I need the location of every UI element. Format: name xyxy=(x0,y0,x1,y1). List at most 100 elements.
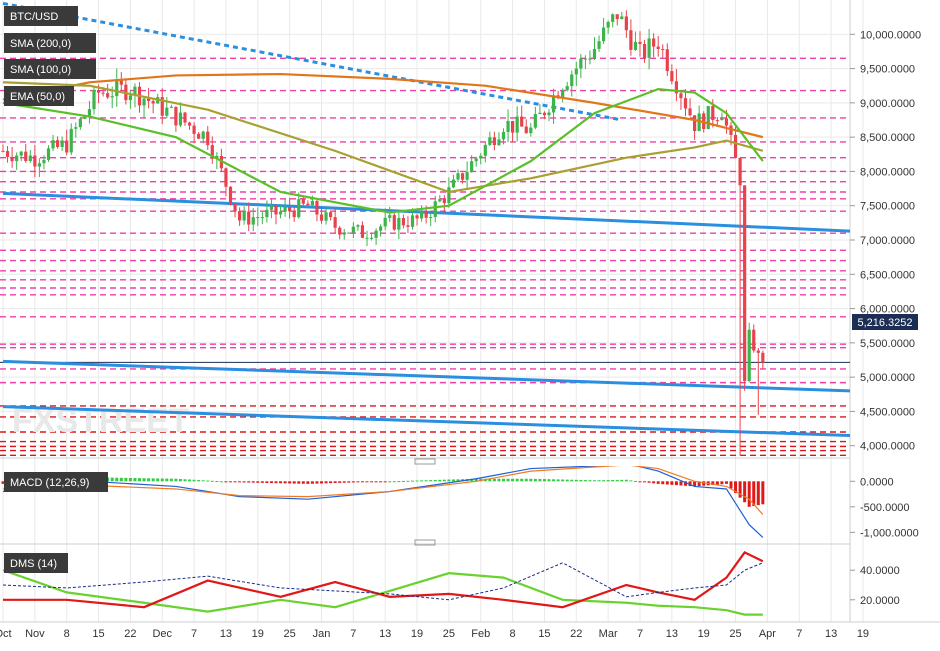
macd-histogram-bar xyxy=(210,480,214,482)
x-tick-label: 19 xyxy=(857,628,869,640)
candle-body xyxy=(533,114,537,128)
price-tick-label: 7,000.0000 xyxy=(860,235,915,247)
candle-body xyxy=(119,80,123,85)
candle-body xyxy=(424,211,428,218)
indicator-label-ema50[interactable]: EMA (50,0) xyxy=(4,86,74,106)
macd-histogram-bar xyxy=(615,479,619,482)
panel-resize-handle-dms[interactable] xyxy=(414,539,436,546)
macd-histogram-bar xyxy=(606,480,610,482)
dms-plus-line xyxy=(2,569,763,616)
candle-body xyxy=(683,98,688,109)
candle-body xyxy=(174,106,178,126)
x-tick-label: 7 xyxy=(191,628,197,640)
candle-body xyxy=(711,106,715,121)
dms-axis: 40.0000 20.0000 xyxy=(850,565,900,607)
x-tick-label: 19 xyxy=(252,628,264,640)
candle-body xyxy=(574,68,578,75)
adx-line xyxy=(2,562,764,601)
macd-histogram-bar xyxy=(215,481,219,483)
macd-histogram-bar xyxy=(724,481,728,484)
macd-histogram-bar xyxy=(178,479,182,482)
candle-body xyxy=(674,81,678,94)
price-tick-label: 9,000.0000 xyxy=(860,98,915,110)
macd-histogram-bar xyxy=(488,478,492,482)
macd-histogram-bar xyxy=(360,481,364,483)
macd-histogram-bar xyxy=(260,481,264,483)
candle-body xyxy=(715,120,719,122)
macd-histogram-bar xyxy=(611,479,615,482)
macd-histogram-bar xyxy=(670,481,674,485)
macd-label[interactable]: MACD (12,26,9) xyxy=(4,472,108,492)
indicator-label-sma100[interactable]: SMA (100,0) xyxy=(4,59,96,79)
x-tick-label: 7 xyxy=(796,628,802,640)
macd-histogram-bar xyxy=(174,478,178,482)
macd-histogram-bar xyxy=(119,477,123,482)
candle-body xyxy=(5,151,10,157)
candle-body xyxy=(165,107,169,116)
macd-histogram-bar xyxy=(734,481,738,494)
last-price-label: 5,216.3252 xyxy=(857,317,912,329)
x-tick-label: 15 xyxy=(538,628,550,640)
candle-body xyxy=(679,93,683,99)
candle-body xyxy=(410,215,415,227)
macd-histogram-bar xyxy=(602,480,606,482)
price-tick-label: 10,000.0000 xyxy=(860,29,921,41)
x-tick-label: Oct xyxy=(0,628,12,640)
indicator-label-sma200[interactable]: SMA (200,0) xyxy=(4,33,96,53)
dms-label[interactable]: DMS (14) xyxy=(4,553,68,573)
candle-body xyxy=(110,96,114,98)
macd-histogram-bar xyxy=(497,478,501,482)
macd-histogram-bar xyxy=(370,481,374,483)
candle-body xyxy=(324,212,328,221)
macd-histogram-bar xyxy=(647,481,651,483)
candle-body xyxy=(269,205,274,210)
candle-body xyxy=(670,71,674,82)
macd-histogram-bar xyxy=(565,479,569,482)
candle-body xyxy=(333,217,337,228)
candle-body xyxy=(92,90,96,110)
macd-histogram-bar xyxy=(552,479,556,482)
macd-histogram-bar xyxy=(238,481,242,483)
candle-body xyxy=(310,200,314,206)
candle-body xyxy=(315,200,319,215)
x-tick-label: 19 xyxy=(411,628,423,640)
candle-body xyxy=(260,217,264,219)
trendline xyxy=(2,1,623,122)
candle-body xyxy=(520,116,524,127)
macd-histogram-bar xyxy=(520,478,524,482)
candle-body xyxy=(429,216,433,218)
candle-body xyxy=(606,21,610,28)
candle-body xyxy=(460,173,465,180)
x-tick-label: 13 xyxy=(220,628,232,640)
macd-histogram-bar xyxy=(433,479,437,482)
candle-body xyxy=(379,226,383,231)
price-tick-label: 8,500.0000 xyxy=(860,132,915,144)
candle-body xyxy=(74,127,78,129)
macd-histogram-bar xyxy=(674,481,678,486)
macd-histogram-bar xyxy=(229,481,232,483)
panel-resize-handle-macd[interactable] xyxy=(414,458,436,465)
macd-histogram-bar xyxy=(697,481,701,487)
symbol-label[interactable]: BTC/USD xyxy=(4,6,78,26)
candle-body xyxy=(588,58,592,60)
macd-histogram-bar xyxy=(110,477,114,482)
candle-body xyxy=(497,139,501,146)
x-tick-label: 25 xyxy=(443,628,455,640)
macd-histogram-bar xyxy=(661,481,665,485)
candle-body xyxy=(638,41,642,45)
x-tick-label: 25 xyxy=(729,628,741,640)
candle-body xyxy=(319,214,324,221)
candle-body xyxy=(401,217,405,226)
x-tick-label: 22 xyxy=(124,628,136,640)
candle-body xyxy=(524,126,528,134)
candle-body xyxy=(447,187,451,204)
candle-body xyxy=(479,155,483,159)
candle-body xyxy=(46,148,51,160)
candle-body xyxy=(474,158,478,162)
macd-histogram-bar xyxy=(415,480,419,482)
macd-histogram-bar xyxy=(279,481,283,484)
candle-body xyxy=(579,58,583,69)
x-tick-label: Feb xyxy=(471,628,490,640)
candle-body xyxy=(756,350,760,353)
candle-body xyxy=(169,106,173,108)
